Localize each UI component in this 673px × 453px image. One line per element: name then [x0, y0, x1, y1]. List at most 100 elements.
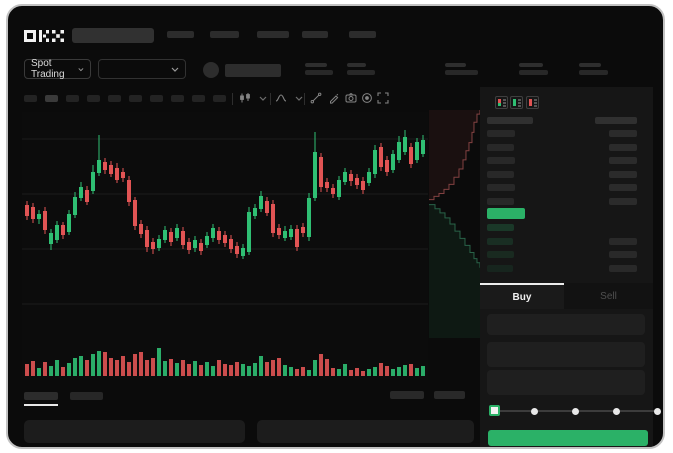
ask-price-placeholder[interactable]	[487, 170, 514, 178]
ask-price-placeholder[interactable]	[487, 157, 515, 164]
bid-amount-placeholder[interactable]	[609, 251, 637, 258]
candle	[181, 231, 185, 245]
bid-price-placeholder[interactable]	[487, 237, 513, 245]
volume-bar	[271, 360, 275, 376]
pair-selector[interactable]	[98, 59, 186, 79]
pair-name-placeholder	[225, 64, 281, 77]
orderbook-view-asks-icon[interactable]	[526, 96, 539, 109]
ask-price-placeholder[interactable]	[487, 130, 515, 137]
timeframe-button[interactable]	[213, 95, 226, 102]
ask-amount-placeholder[interactable]	[609, 157, 637, 164]
volume-bar	[97, 351, 101, 376]
bid-amount-placeholder[interactable]	[609, 237, 637, 245]
ask-amount-placeholder[interactable]	[609, 197, 637, 205]
timeframe-button[interactable]	[66, 95, 79, 102]
ask-amount-placeholder[interactable]	[609, 170, 637, 178]
volume-bar	[385, 366, 389, 376]
camera-icon[interactable]	[344, 91, 358, 105]
candle	[301, 227, 305, 233]
chart-type-icon[interactable]	[238, 91, 252, 105]
volume-bar	[259, 356, 263, 376]
amount-slider-stop[interactable]	[531, 407, 539, 415]
orderbook-view-bids-icon[interactable]	[510, 96, 523, 109]
timeframe-button[interactable]	[24, 95, 37, 102]
bid-price-placeholder[interactable]	[487, 224, 514, 231]
timeframe-button[interactable]	[129, 95, 142, 102]
tab-sell[interactable]: Sell	[564, 283, 653, 309]
amount-slider-stop[interactable]	[612, 407, 620, 415]
nav-item-placeholder[interactable]	[302, 31, 328, 38]
timeframe-button[interactable]	[87, 95, 100, 102]
volume-bar	[355, 368, 359, 376]
bid-amount-placeholder[interactable]	[609, 264, 637, 272]
chevron-down-icon[interactable]	[256, 91, 270, 105]
settings-icon[interactable]	[360, 91, 374, 105]
timeframe-button[interactable]	[108, 95, 121, 102]
ask-amount-placeholder[interactable]	[609, 130, 637, 137]
bottom-panel-left[interactable]	[24, 420, 245, 443]
ask-amount-placeholder[interactable]	[609, 143, 637, 151]
candle	[217, 231, 221, 240]
amount-slider-stop[interactable]	[572, 407, 579, 415]
bid-price-placeholder[interactable]	[487, 251, 514, 258]
bottom-action-2[interactable]	[434, 391, 465, 399]
ask-price-placeholder[interactable]	[487, 197, 514, 205]
timeframe-button[interactable]	[150, 95, 163, 102]
ask-amount-placeholder[interactable]	[609, 184, 637, 191]
volume-bar	[127, 362, 131, 376]
price-field[interactable]	[487, 342, 645, 367]
orderbook-view-all-icon[interactable]	[495, 96, 508, 109]
draw-icon[interactable]	[327, 91, 341, 105]
chevron-down-icon[interactable]	[292, 91, 306, 105]
market-type-selector[interactable]: Spot Trading	[24, 58, 91, 80]
nav-item-placeholder[interactable]	[349, 31, 376, 38]
buy-submit-button[interactable]	[488, 430, 648, 446]
order-type-field[interactable]	[487, 314, 645, 335]
ask-price-placeholder[interactable]	[487, 143, 514, 151]
bottom-tab-history[interactable]	[70, 392, 103, 400]
bid-price-placeholder[interactable]	[487, 264, 513, 272]
volume-bar	[361, 371, 365, 376]
volume-bar	[373, 367, 377, 376]
volume-bar	[313, 360, 317, 376]
candle	[343, 172, 347, 182]
line-tools-icon[interactable]	[309, 91, 323, 105]
search-input[interactable]	[72, 28, 154, 43]
amount-slider-handle[interactable]	[489, 405, 500, 416]
volume-bar	[85, 360, 89, 376]
nav-item-placeholder[interactable]	[210, 31, 239, 38]
tab-buy-label: Buy	[512, 291, 532, 303]
candle	[187, 242, 191, 250]
candle	[421, 140, 425, 154]
ask-price-placeholder[interactable]	[487, 184, 515, 191]
nav-item-placeholder[interactable]	[167, 31, 194, 38]
volume-bar	[121, 356, 125, 376]
volume-bar	[343, 364, 347, 376]
bottom-action-1[interactable]	[390, 391, 424, 399]
bottom-tab-open-orders[interactable]	[24, 392, 58, 400]
timeframe-button[interactable]	[192, 95, 205, 102]
candle	[103, 162, 107, 170]
stat-label-placeholder	[347, 63, 366, 67]
bids-mark	[498, 102, 501, 107]
timeframe-button[interactable]	[171, 95, 184, 102]
market-type-label: Spot Trading	[31, 58, 65, 80]
fullscreen-icon[interactable]	[376, 91, 390, 105]
indicators-icon[interactable]	[274, 91, 288, 105]
last-price-bar[interactable]	[487, 208, 525, 219]
timeframe-button[interactable]	[45, 95, 58, 102]
volume-bar	[319, 354, 323, 376]
candlestick-chart[interactable]	[22, 112, 428, 380]
amount-field[interactable]	[487, 370, 645, 395]
nav-item-placeholder[interactable]	[257, 31, 289, 38]
volume-bar	[283, 365, 287, 376]
tab-buy[interactable]: Buy	[480, 283, 564, 309]
volume-bar	[139, 352, 143, 376]
bottom-panel-right[interactable]	[257, 420, 474, 443]
stat-label-placeholder	[445, 63, 466, 67]
amount-slider-stop[interactable]	[653, 407, 661, 415]
candle	[397, 142, 401, 160]
volume-bar	[169, 359, 173, 376]
stat-value-placeholder	[579, 70, 608, 75]
candle	[145, 230, 149, 247]
